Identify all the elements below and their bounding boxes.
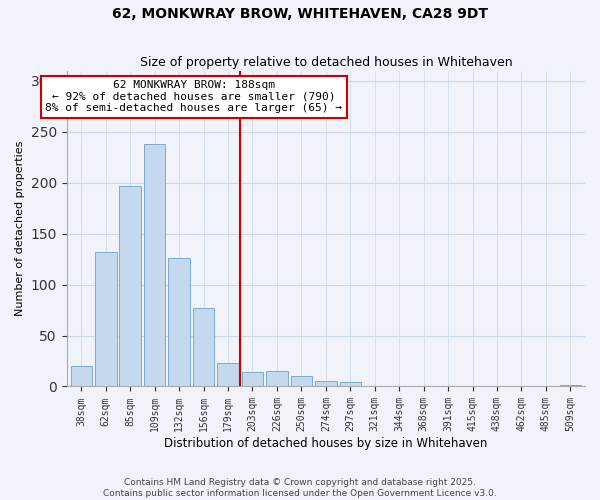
Bar [315, 382, 337, 386]
Bar [242, 372, 263, 386]
Bar [193, 308, 214, 386]
Bar [217, 363, 239, 386]
Text: 62 MONKWRAY BROW: 188sqm
← 92% of detached houses are smaller (790)
8% of semi-d: 62 MONKWRAY BROW: 188sqm ← 92% of detach… [45, 80, 342, 114]
Text: Contains HM Land Registry data © Crown copyright and database right 2025.
Contai: Contains HM Land Registry data © Crown c… [103, 478, 497, 498]
Bar [71, 366, 92, 386]
Bar [144, 144, 166, 386]
Bar [95, 252, 116, 386]
Bar [169, 258, 190, 386]
Title: Size of property relative to detached houses in Whitehaven: Size of property relative to detached ho… [140, 56, 512, 70]
X-axis label: Distribution of detached houses by size in Whitehaven: Distribution of detached houses by size … [164, 437, 488, 450]
Text: 62, MONKWRAY BROW, WHITEHAVEN, CA28 9DT: 62, MONKWRAY BROW, WHITEHAVEN, CA28 9DT [112, 8, 488, 22]
Bar [290, 376, 312, 386]
Bar [119, 186, 141, 386]
Y-axis label: Number of detached properties: Number of detached properties [15, 141, 25, 316]
Bar [340, 382, 361, 386]
Bar [266, 371, 287, 386]
